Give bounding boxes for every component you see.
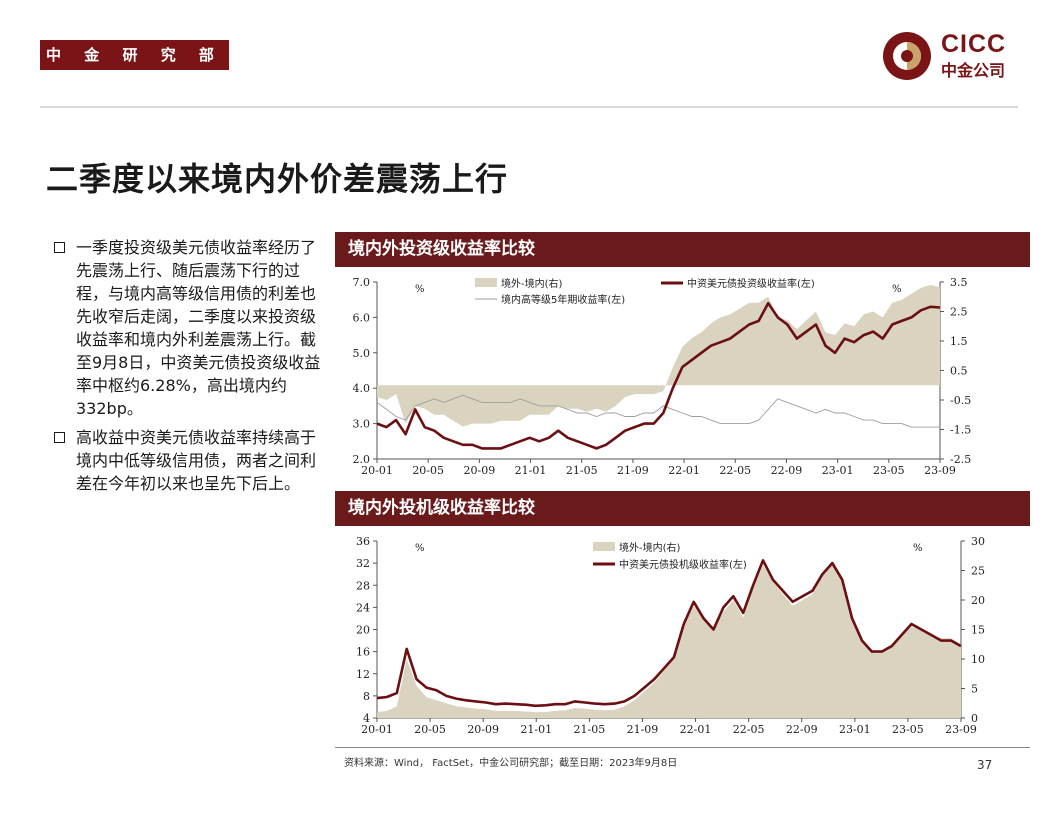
x-tick-label: 20-01: [361, 464, 393, 477]
y-left-tick-label: 4.0: [353, 382, 371, 395]
y-right-tick-label: 0: [971, 712, 978, 725]
legend-item: 中资美元债投资级收益率(左): [661, 277, 815, 290]
y-left-tick-label: 16: [356, 646, 370, 659]
y-right-tick-label: 0.5: [950, 365, 968, 378]
legend-item: 境外-境内(右): [475, 277, 563, 290]
y-right-tick-label: 25: [971, 565, 985, 578]
y-left-tick-label: 3.0: [353, 418, 371, 431]
page-title: 二季度以来境内外价差震荡上行: [46, 160, 509, 198]
y-right-tick-label: -2.5: [950, 453, 971, 466]
left-unit-label: %: [415, 284, 425, 295]
x-tick-label: 20-05: [412, 464, 444, 477]
bullet-item: 一季度投资级美元债收益率经历了先震荡上行、随后震荡下行的过程，与境内高等级信用债…: [54, 236, 324, 420]
series-line-offshore-yield: [376, 301, 941, 450]
chart1-title: 境内外投资级收益率比较: [335, 232, 1030, 267]
x-tick-label: 23-01: [822, 464, 854, 477]
page-number: 37: [977, 758, 993, 772]
right-unit-label: %: [913, 543, 923, 554]
series-area-spread: [377, 284, 940, 427]
legend-swatch-area: [475, 278, 497, 287]
y-left-tick-label: 7.0: [353, 276, 371, 289]
y-left-tick-label: 4: [363, 712, 370, 725]
x-tick-label: 20-01: [361, 723, 393, 736]
legend-label: 中资美元债投资级收益率(左): [687, 277, 815, 290]
x-tick-label: 22-05: [733, 723, 765, 736]
x-tick-label: 23-09: [945, 723, 977, 736]
right-unit-label: %: [892, 284, 902, 295]
y-right-tick-label: 1.5: [950, 335, 968, 348]
department-tag: 中 金 研 究 部: [40, 40, 229, 70]
x-tick-label: 20-09: [464, 464, 496, 477]
y-left-tick-label: 28: [356, 579, 370, 592]
cicc-logo-icon: [883, 32, 931, 80]
bullet-text: 高收益中资美元债收益率持续高于境内中低等级信用债，两者之间利差在今年初以来也呈先…: [76, 428, 317, 493]
series-area-spread: [377, 564, 961, 718]
x-tick-label: 21-05: [566, 464, 598, 477]
x-tick-label: 22-09: [786, 723, 818, 736]
y-left-tick-label: 36: [356, 535, 370, 548]
x-tick-label: 23-01: [839, 723, 871, 736]
y-right-tick-label: 10: [971, 653, 985, 666]
x-tick-label: 20-09: [467, 723, 499, 736]
legend-item: 中资美元债投机级收益率(左): [593, 558, 747, 571]
legend-swatch-area: [593, 542, 615, 551]
y-right-tick-label: 15: [971, 624, 985, 637]
series-line-onshore-yield: [376, 394, 940, 428]
x-tick-label: 21-01: [515, 464, 547, 477]
y-right-tick-label: 2.5: [950, 306, 968, 319]
y-left-tick-label: 5.0: [353, 347, 371, 360]
logo-text-en: CICC: [941, 30, 1007, 58]
legend-label: 境外-境内(右): [501, 277, 563, 290]
chart-investment-grade: 2.0 3.0 4.0 5.0 6.0 7.0 -2.5 -1.5 -0.5 0.5 1.5 2.5 3…: [353, 276, 972, 477]
x-tick-label: 21-01: [520, 723, 552, 736]
square-bullet-icon: [54, 432, 65, 443]
bullet-list: 一季度投资级美元债收益率经历了先震荡上行、随后震荡下行的过程，与境内高等级信用债…: [54, 236, 324, 501]
y-right-tick-label: 3.5: [950, 276, 968, 289]
y-left-tick-label: 8: [363, 690, 370, 703]
x-tick-label: 20-05: [414, 723, 446, 736]
cicc-logo: CICC 中金公司: [881, 30, 1021, 82]
x-tick-label: 22-05: [719, 464, 751, 477]
y-left-tick-label: 12: [356, 668, 370, 681]
y-right-tick-label: 30: [971, 535, 985, 548]
x-tick-label: 23-05: [892, 723, 924, 736]
y-left-tick-label: 32: [356, 557, 370, 570]
legend-label: 境内高等级5年期收益率(左): [501, 293, 625, 306]
x-tick-label: 23-05: [873, 464, 905, 477]
chart2-title: 境内外投机级收益率比较: [335, 491, 1030, 526]
x-tick-label: 22-09: [771, 464, 803, 477]
legend-item: 境内高等级5年期收益率(左): [475, 293, 625, 306]
legend-label: 境外-境内(右): [619, 541, 681, 554]
legend-label: 中资美元债投机级收益率(左): [619, 558, 747, 571]
square-bullet-icon: [54, 242, 65, 253]
y-right-tick-label: 20: [971, 594, 985, 607]
bullet-item: 高收益中资美元债收益率持续高于境内中低等级信用债，两者之间利差在今年初以来也呈先…: [54, 426, 324, 495]
bullet-text: 一季度投资级美元债收益率经历了先震荡上行、随后震荡下行的过程，与境内高等级信用债…: [76, 238, 321, 418]
x-tick-label: 23-09: [924, 464, 956, 477]
x-tick-label: 21-09: [617, 464, 649, 477]
logo-text-cn: 中金公司: [941, 61, 1006, 80]
y-left-tick-label: 6.0: [353, 311, 371, 324]
y-right-tick-label: 5: [971, 683, 978, 696]
x-tick-label: 21-09: [627, 723, 659, 736]
chart-high-yield: 4 8 12 16 20 24 28 32 36 0 5 10 15 20 25 30 20-01 20-05 20…: [356, 535, 985, 736]
source-note: 资料来源：Wind， FactSet，中金公司研究部；截至日期：2023年9月8…: [344, 758, 678, 769]
header-divider: [40, 106, 1018, 108]
series-line-offshore-yield: [376, 559, 962, 708]
y-right-tick-label: -1.5: [950, 424, 971, 437]
y-left-tick-label: 2.0: [353, 453, 371, 466]
y-left-tick-label: 20: [356, 624, 370, 637]
left-unit-label: %: [415, 543, 425, 554]
footer-divider: [335, 747, 1030, 748]
y-right-tick-label: -0.5: [950, 394, 971, 407]
legend-item: 境外-境内(右): [593, 541, 681, 554]
x-tick-label: 22-01: [680, 723, 712, 736]
x-tick-label: 22-01: [668, 464, 700, 477]
x-tick-label: 21-05: [574, 723, 606, 736]
y-left-tick-label: 24: [356, 601, 370, 614]
